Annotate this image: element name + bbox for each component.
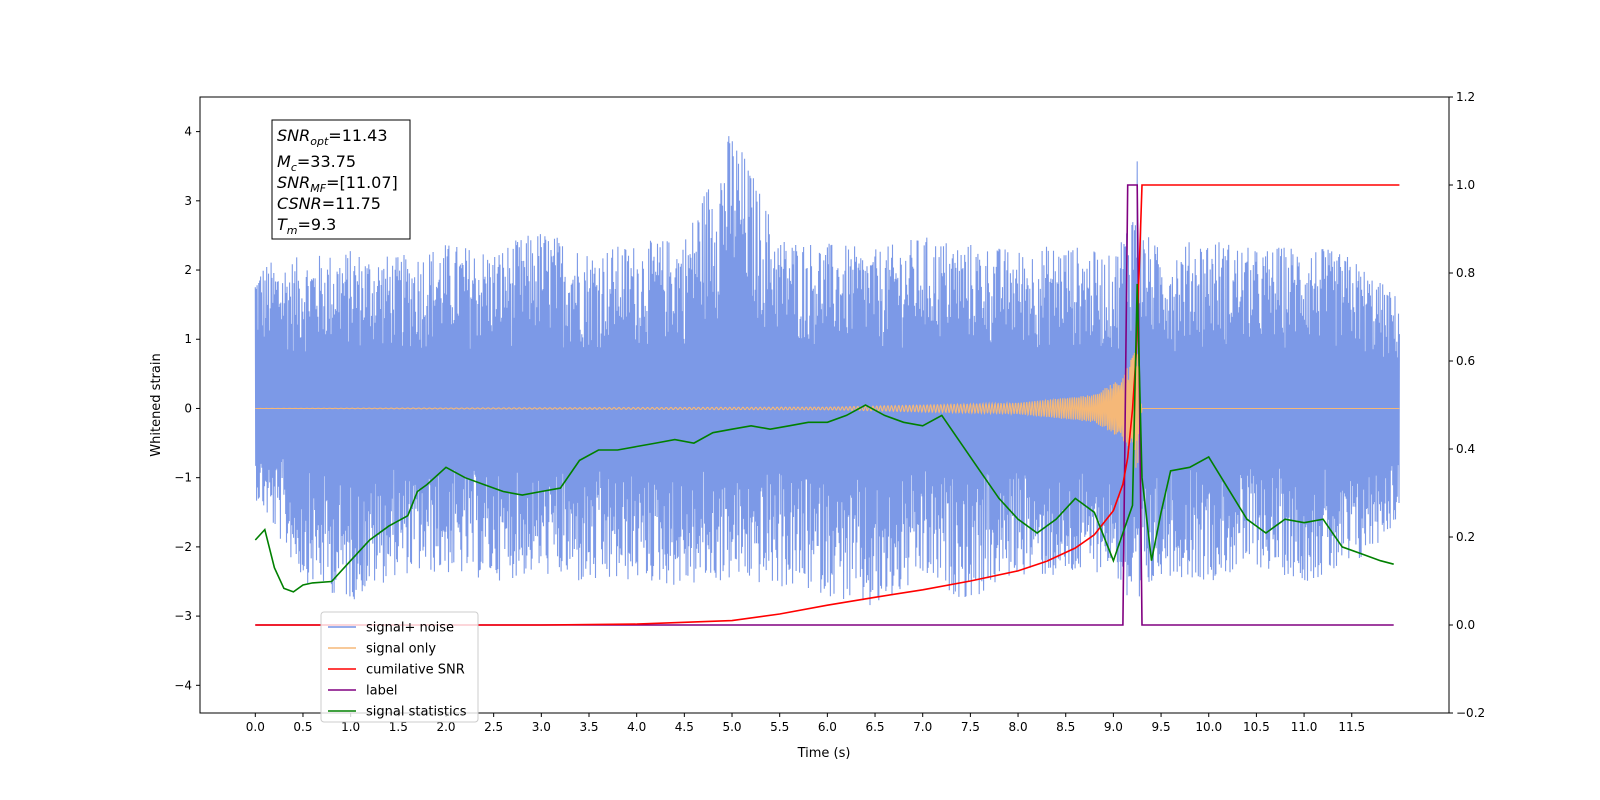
x-tick-label: 0.5 xyxy=(293,720,312,734)
annotation-mc-sub: c xyxy=(291,161,297,174)
x-tick-label: 4.5 xyxy=(675,720,694,734)
annotation-tm-name: T xyxy=(277,215,288,234)
y-left-tick-label: 1 xyxy=(184,332,192,346)
x-tick-label: 9.5 xyxy=(1152,720,1171,734)
annotation-mc-value: =33.75 xyxy=(297,152,356,171)
annotation-snr-mf-value: =[11.07] xyxy=(326,173,398,192)
annotation-csnr-name: CSNR xyxy=(277,194,322,213)
y-axis-left: 4 3 2 1 0 −1 −2 −3 −4 xyxy=(174,125,200,692)
y-left-tick-label: −3 xyxy=(174,609,192,623)
y-left-tick-label: 3 xyxy=(184,194,192,208)
x-tick-label: 7.0 xyxy=(913,720,932,734)
legend: signal+ noise signal only cumilative SNR la… xyxy=(320,611,479,723)
annotation-snr-opt-value: =11.43 xyxy=(328,126,387,145)
series-label xyxy=(255,184,1394,626)
x-tick-label: 5.0 xyxy=(722,720,741,734)
x-tick-label: 2.0 xyxy=(436,720,455,734)
x-tick-label: 1.5 xyxy=(389,720,408,734)
y-left-tick-label: 0 xyxy=(184,401,192,415)
x-tick-label: 5.5 xyxy=(770,720,789,734)
x-tick-label: 2.5 xyxy=(484,720,503,734)
x-axis-label: Time (s) xyxy=(797,746,851,761)
annotation-csnr-value: =11.75 xyxy=(322,194,381,213)
x-axis: 0.0 0.5 1.0 1.5 2.0 2.5 3.0 3.5 4.0 4.5 5.0 5.5 6.0 6… xyxy=(246,713,1365,734)
annotation-box: SNRopt=11.43 Mc=33.75 SNRMF=[11.07] CSNR… xyxy=(271,119,411,240)
annotation-frame xyxy=(271,119,411,240)
x-tick-label: 10.0 xyxy=(1195,720,1222,734)
x-tick-label: 6.0 xyxy=(818,720,837,734)
y-left-tick-label: −2 xyxy=(174,540,192,554)
annotation-snr-mf: SNRMF=[11.07] xyxy=(277,173,398,195)
x-tick-label: 11.5 xyxy=(1338,720,1365,734)
x-tick-label: 4.0 xyxy=(627,720,646,734)
x-tick-label: 8.0 xyxy=(1009,720,1028,734)
annotation-snr-mf-name: SNR xyxy=(277,173,310,192)
x-tick-label: 7.5 xyxy=(961,720,980,734)
x-tick-label: 9.0 xyxy=(1104,720,1123,734)
y-right-tick-label: 0.8 xyxy=(1456,266,1475,280)
y-axis-label: Whitened strain xyxy=(149,353,164,456)
y-left-tick-label: 2 xyxy=(184,263,192,277)
series-signal-only xyxy=(255,352,1400,468)
annotation-snr-mf-sub: MF xyxy=(310,182,326,195)
annotation-snr-opt: SNRopt=11.43 xyxy=(277,126,388,148)
annotation-mc-name: M xyxy=(277,152,291,171)
y-right-tick-label: −0.2 xyxy=(1456,706,1485,720)
legend-label: signal only xyxy=(366,642,436,657)
x-tick-label: 3.5 xyxy=(579,720,598,734)
y-right-tick-label: 0.4 xyxy=(1456,442,1475,456)
y-right-tick-label: 1.2 xyxy=(1456,90,1475,104)
y-left-tick-label: −4 xyxy=(174,678,192,692)
x-tick-label: 11.0 xyxy=(1291,720,1318,734)
x-tick-label: 0.0 xyxy=(246,720,265,734)
annotation-snr-opt-name: SNR xyxy=(277,126,310,145)
annotation-csnr: CSNR=11.75 xyxy=(277,194,381,213)
series-signal-statistics xyxy=(254,283,1394,593)
y-right-tick-label: 0.6 xyxy=(1456,354,1475,368)
annotation-mc: Mc=33.75 xyxy=(277,152,356,174)
legend-label: label xyxy=(366,684,397,699)
series-layer xyxy=(254,136,1400,626)
x-tick-label: 3.0 xyxy=(532,720,551,734)
x-tick-label: 1.0 xyxy=(341,720,360,734)
series-signal-noise xyxy=(254,136,1400,606)
y-left-tick-label: −1 xyxy=(174,471,192,485)
legend-label: cumilative SNR xyxy=(366,663,465,678)
legend-frame xyxy=(320,611,479,723)
y-left-tick-label: 4 xyxy=(184,125,192,139)
legend-label: signal+ noise xyxy=(366,621,454,636)
x-tick-label: 8.5 xyxy=(1056,720,1075,734)
y-right-tick-label: 0.0 xyxy=(1456,618,1475,632)
legend-label: signal statistics xyxy=(366,705,467,720)
y-axis-right: 1.2 1.0 0.8 0.6 0.4 0.2 0.0 −0.2 xyxy=(1449,90,1485,720)
annotation-snr-opt-sub: opt xyxy=(310,135,329,148)
annotation-tm: Tm=9.3 xyxy=(277,215,336,237)
y-right-tick-label: 1.0 xyxy=(1456,178,1475,192)
y-right-tick-label: 0.2 xyxy=(1456,530,1475,544)
annotation-tm-value: =9.3 xyxy=(298,215,337,234)
x-tick-label: 10.5 xyxy=(1243,720,1270,734)
plot-frame xyxy=(199,96,1450,714)
x-tick-label: 6.5 xyxy=(865,720,884,734)
annotation-tm-sub: m xyxy=(287,224,298,237)
